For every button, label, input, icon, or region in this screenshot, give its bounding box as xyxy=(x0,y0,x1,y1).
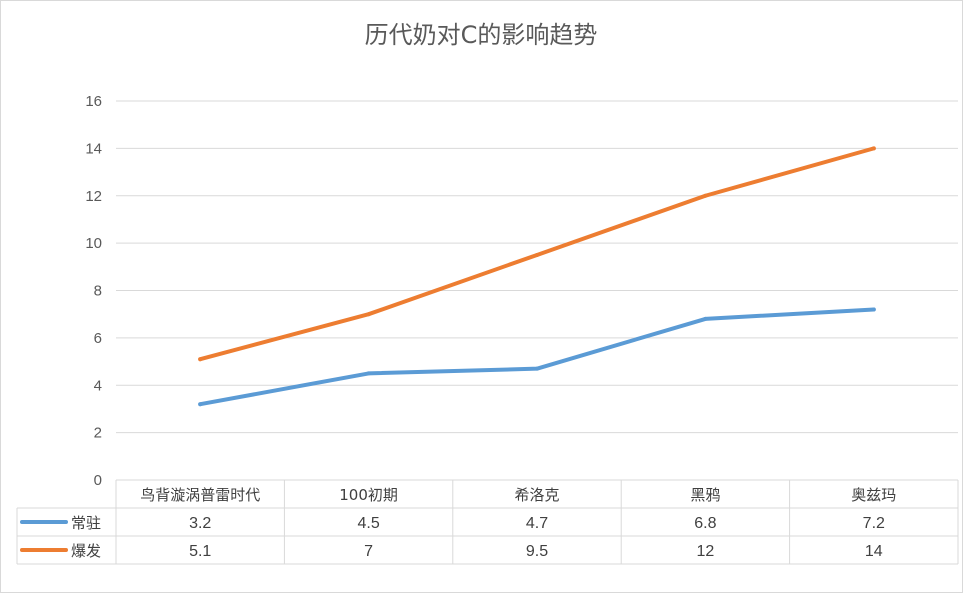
data-point xyxy=(871,307,876,312)
legend-label: 爆发 xyxy=(71,542,101,560)
y-tick-label: 14 xyxy=(85,140,102,157)
chart-title: 历代奶对C的影响趋势 xyxy=(365,21,598,49)
series-line-0 xyxy=(198,307,876,407)
data-table-value: 9.5 xyxy=(526,543,548,560)
y-tick-label: 16 xyxy=(85,93,102,110)
data-point xyxy=(366,312,371,317)
data-point xyxy=(535,366,539,371)
category-label: 黑鸦 xyxy=(690,486,720,504)
series-lines xyxy=(198,146,876,407)
data-table-value: 4.5 xyxy=(357,515,379,532)
y-tick-label: 8 xyxy=(94,283,102,300)
data-table-value: 12 xyxy=(697,543,715,560)
data-table-value: 7.2 xyxy=(863,515,885,532)
y-tick-label: 12 xyxy=(85,188,102,205)
data-table-value: 7 xyxy=(364,543,373,560)
y-tick-label: 10 xyxy=(85,235,102,252)
data-point xyxy=(703,193,708,198)
y-tick-label: 6 xyxy=(94,330,102,347)
legend-label: 常驻 xyxy=(71,514,101,532)
category-label: 奥兹玛 xyxy=(851,486,896,504)
data-point xyxy=(198,402,203,407)
y-tick-label: 4 xyxy=(94,377,102,394)
category-label: 鸟背漩涡普雷时代 xyxy=(140,486,260,504)
y-tick-label: 2 xyxy=(94,425,102,442)
data-point xyxy=(198,357,203,362)
data-table-value: 6.8 xyxy=(694,515,716,532)
data-table-value: 5.1 xyxy=(189,543,211,560)
data-table-value: 14 xyxy=(865,543,883,560)
data-point xyxy=(871,146,876,151)
data-table-value: 4.7 xyxy=(526,515,548,532)
y-axis-tick-labels: 0 2 4 6 8 10 12 14 16 xyxy=(85,93,102,489)
y-tick-label: 0 xyxy=(94,472,102,489)
gridlines xyxy=(116,100,958,481)
category-label: 100初期 xyxy=(339,486,398,504)
data-table-value: 3.2 xyxy=(189,515,211,532)
data-point xyxy=(703,316,708,321)
category-label: 希洛克 xyxy=(514,486,559,504)
data-point xyxy=(366,371,371,376)
data-point xyxy=(535,252,539,257)
